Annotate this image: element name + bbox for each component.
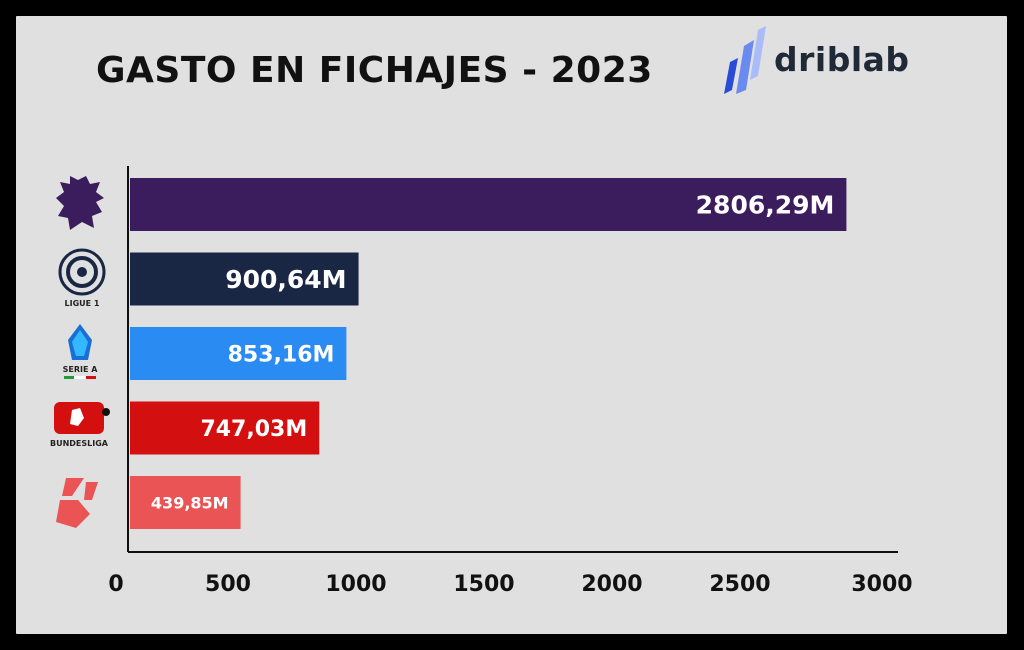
bar-value-label: 747,03M bbox=[200, 417, 307, 442]
x-tick-label: 2000 bbox=[581, 572, 642, 597]
bar-value-label: 853,16M bbox=[228, 342, 335, 367]
bundesliga-icon: BUNDESLIGA bbox=[50, 402, 110, 448]
x-tick-label: 500 bbox=[205, 572, 251, 597]
x-tick-label: 3000 bbox=[851, 572, 912, 597]
laliga-icon bbox=[56, 478, 98, 528]
premier-league-lion-icon bbox=[56, 176, 104, 230]
bar-premier-league bbox=[130, 178, 847, 231]
bar-value-label: 439,85M bbox=[151, 493, 229, 512]
bar-value-label: 900,64M bbox=[225, 265, 346, 294]
bar-laliga bbox=[130, 476, 241, 529]
driblab-logo: driblab bbox=[716, 24, 966, 94]
chart-title: GASTO EN FICHAJES - 2023 bbox=[96, 50, 653, 91]
ligue-1-ball-icon: LIGUE 1 bbox=[58, 248, 106, 308]
driblab-mark-icon bbox=[724, 26, 766, 94]
bar-value-label: 2806,29M bbox=[696, 191, 835, 220]
logo-caption: BUNDESLIGA bbox=[50, 439, 109, 448]
brand-name: driblab bbox=[774, 40, 910, 79]
logo-caption: SERIE A bbox=[63, 365, 99, 374]
x-tick-label: 2500 bbox=[709, 572, 770, 597]
bar-serie-a bbox=[130, 327, 347, 380]
bar-bundesliga bbox=[130, 401, 320, 455]
bar-ligue-1 bbox=[130, 252, 359, 306]
x-tick-label: 0 bbox=[108, 572, 123, 597]
logo-caption: LIGUE 1 bbox=[65, 299, 100, 308]
x-tick-label: 1500 bbox=[453, 572, 514, 597]
x-tick-label: 1000 bbox=[325, 572, 386, 597]
chart-card bbox=[16, 16, 1007, 634]
serie-a-icon: SERIE A bbox=[63, 324, 99, 379]
